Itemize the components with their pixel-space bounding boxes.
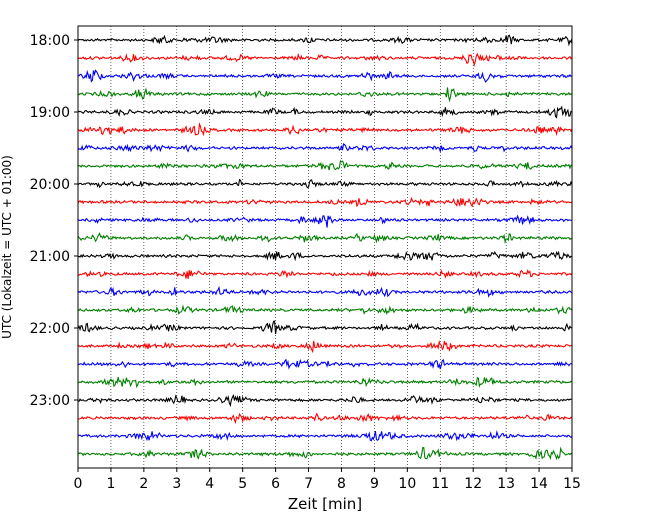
x-axis-label: Zeit [min] [288,495,362,513]
trace-2300 [77,393,573,408]
x-tick-label: 8 [337,476,346,492]
x-tick-label: 12 [464,476,482,492]
trace-1945 [77,159,573,171]
trace-1915 [77,122,573,137]
x-tick-label: 7 [304,476,313,492]
x-tick-label: 4 [205,476,214,492]
trace-2030 [77,214,573,228]
x-tick-label: 2 [139,476,148,492]
trace-2115 [77,269,573,280]
trace-2330 [77,429,573,442]
trace-2045 [77,232,573,245]
trace-2100 [77,250,573,262]
x-tick-label: 6 [271,476,280,492]
y-tick-label: 21:00 [30,249,70,265]
y-tick-label: 19:00 [30,105,70,121]
x-tick-label: 10 [398,476,416,492]
y-tick-label: 18:00 [30,33,70,49]
trace-2315 [77,412,573,424]
trace-2015 [77,196,573,208]
y-axis-ticks: 18:00 19:00 20:00 21:00 22:00 23:00 [30,33,78,409]
y-tick-label: 20:00 [30,177,70,193]
x-tick-label: 15 [563,476,581,492]
trace-2215 [77,339,573,354]
x-tick-label: 0 [74,476,83,492]
trace-2000 [77,178,573,189]
grid-lines [110,26,540,468]
trace-2130 [77,285,573,298]
trace-2245 [77,376,573,389]
trace-1930 [77,143,573,154]
trace-1800 [77,34,573,47]
trace-1900 [77,105,573,119]
trace-2345 [77,446,573,461]
x-tick-label: 1 [106,476,115,492]
trace-2145 [77,304,573,316]
seismogram-traces [77,34,573,461]
y-tick-label: 22:00 [30,321,70,337]
trace-1815 [77,52,573,67]
x-tick-label: 3 [172,476,181,492]
trace-1845 [77,87,573,103]
x-tick-label: 14 [530,476,548,492]
trace-2230 [77,358,573,370]
x-tick-label: 11 [431,476,449,492]
x-tick-label: 13 [497,476,515,492]
y-tick-label: 23:00 [30,393,70,409]
x-tick-label: 9 [370,476,379,492]
trace-2200 [77,320,573,335]
x-axis-ticks: 0 1 2 3 4 5 6 7 8 9 10 11 12 13 14 15 [74,468,581,492]
trace-1830 [77,69,573,83]
plot-frame [77,25,573,469]
x-tick-label: 5 [238,476,247,492]
y-axis-label: UTC (Lokalzeit = UTC + 01:00) [0,155,14,339]
